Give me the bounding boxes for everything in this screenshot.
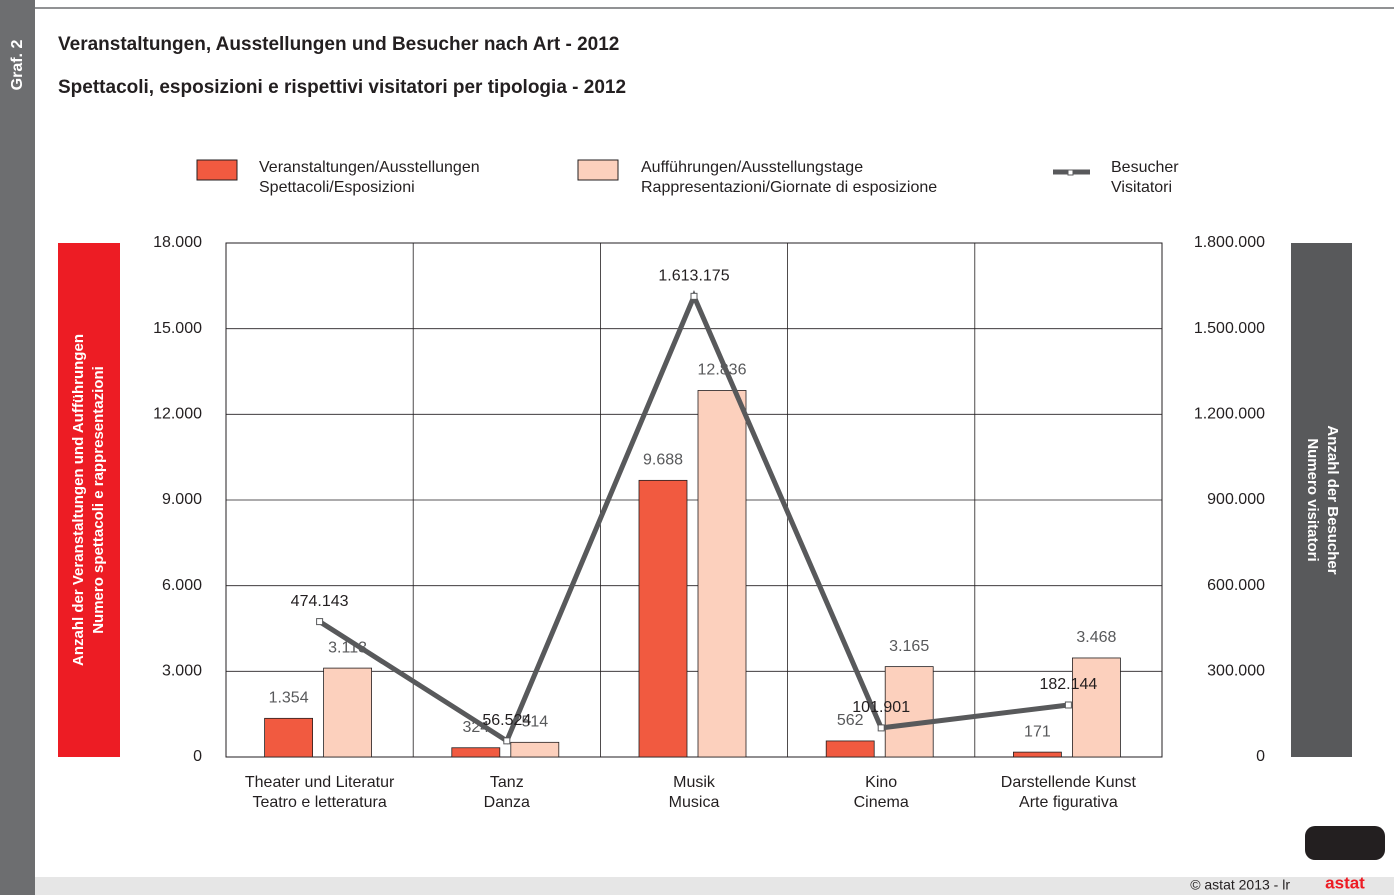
legend-label: Visitatori [1111, 179, 1172, 196]
y-tick-label: 15.000 [153, 320, 202, 337]
bar [451, 747, 501, 758]
bar-value-label: 514 [521, 714, 548, 731]
y-tick-label: 6.000 [162, 577, 202, 594]
bar [510, 741, 560, 758]
y-tick-label: 9.000 [162, 491, 202, 508]
legend-label: Veranstaltungen/Ausstellungen [259, 159, 480, 176]
bar [825, 740, 875, 758]
line-marker [877, 724, 885, 732]
y-tick-label: 3.000 [162, 663, 202, 680]
chart-subtitle: Spettacoli, esposizioni e rispettivi vis… [58, 77, 626, 98]
line-value-label: 182.144 [1039, 676, 1097, 693]
y2-axis-label: Anzahl der Besucher [1324, 425, 1341, 574]
x-tick-label: Kino [865, 774, 897, 791]
bar [884, 666, 934, 758]
y2-tick-label: 300.000 [1207, 663, 1265, 680]
bar-value-label: 3.468 [1076, 629, 1116, 646]
bar [638, 479, 688, 758]
x-tick-label: Theater und Literatur [245, 774, 395, 791]
bar [697, 390, 747, 758]
bar-value-label: 1.354 [269, 690, 309, 707]
line-marker [503, 737, 511, 745]
x-tick-label: Teatro e letteratura [252, 794, 386, 811]
logo: astat [1305, 826, 1385, 892]
bar-value-label: 562 [837, 712, 864, 729]
legend-label: Rappresentazioni/Giornate di esposizione [641, 179, 937, 196]
side-label: Graf. 2 [9, 40, 26, 91]
x-tick-label: Danza [484, 794, 530, 811]
y-axis-label: Anzahl der Veranstaltungen und Aufführun… [70, 334, 87, 666]
legend-label: Spettacoli/Esposizioni [259, 179, 415, 196]
y2-label-box [1291, 243, 1352, 757]
line-marker [1064, 701, 1072, 709]
side-bar [0, 0, 35, 895]
x-tick-label: Musik [673, 774, 716, 791]
x-tick-label: Tanz [490, 774, 524, 791]
line [318, 289, 1069, 745]
y2-tick-label: 0 [1256, 748, 1265, 765]
bar [264, 717, 314, 758]
line-value-label: 474.143 [291, 593, 349, 610]
legend-label: Besucher [1111, 159, 1179, 176]
line-marker [316, 618, 324, 626]
y2-axis-label: Numero visitatori [1304, 438, 1321, 561]
y2-tick-label: 600.000 [1207, 577, 1265, 594]
y2-tick-label: 1.200.000 [1194, 406, 1265, 423]
bar [323, 667, 373, 758]
bar-value-label: 9.688 [643, 452, 683, 469]
y2-tick-label: 1.500.000 [1194, 320, 1265, 337]
legend-swatch [196, 159, 238, 181]
chart-title: Veranstaltungen, Ausstellungen und Besuc… [58, 34, 619, 55]
legend-swatch [577, 159, 619, 181]
footer-band [35, 877, 1394, 895]
line-marker [690, 292, 698, 300]
footer: © astat 2013 - lr [1190, 877, 1290, 893]
bar-value-label: 171 [1024, 723, 1051, 740]
x-tick-label: Arte figurativa [1019, 794, 1118, 811]
bar-value-label: 12.836 [698, 362, 747, 379]
bar [1072, 657, 1121, 758]
legend-label: Aufführungen/Ausstellungstage [641, 159, 863, 176]
y2-tick-label: 1.800.000 [1194, 234, 1265, 251]
y2-tick-label: 900.000 [1207, 491, 1265, 508]
y-tick-label: 12.000 [153, 406, 202, 423]
logo-text: astat [1325, 873, 1365, 892]
y-tick-label: 0 [193, 748, 202, 765]
y-axis-label: Numero spettacoli e rappresentazioni [90, 366, 107, 634]
line-value-label: 56.524 [482, 712, 531, 729]
y-tick-label: 18.000 [153, 234, 202, 251]
x-tick-label: Musica [669, 794, 720, 811]
x-tick-label: Cinema [854, 794, 909, 811]
line-value-label: 1.613.175 [658, 268, 729, 285]
logo-shape [1305, 826, 1385, 860]
x-tick-label: Darstellende Kunst [1001, 774, 1137, 791]
bar [1013, 751, 1062, 758]
line-value-label: 101.901 [852, 699, 910, 716]
y-label-box [58, 243, 120, 757]
bar-value-label: 3.165 [889, 638, 929, 655]
legend-marker [1067, 169, 1074, 176]
